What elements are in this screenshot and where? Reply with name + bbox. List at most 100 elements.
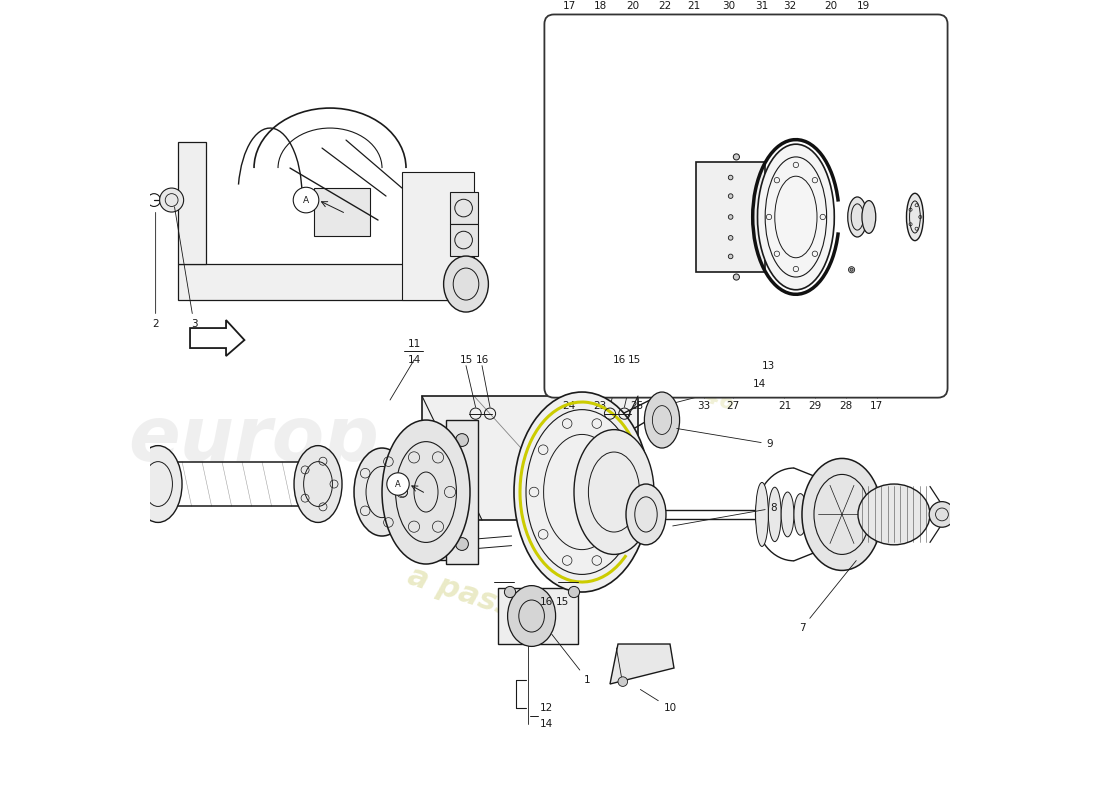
Polygon shape <box>314 188 370 236</box>
Polygon shape <box>178 264 474 300</box>
Circle shape <box>848 266 855 273</box>
Ellipse shape <box>802 458 882 570</box>
Circle shape <box>455 434 469 446</box>
Ellipse shape <box>794 494 806 535</box>
Ellipse shape <box>606 195 620 239</box>
Text: 31: 31 <box>755 2 768 11</box>
Circle shape <box>930 502 955 527</box>
Text: A: A <box>302 195 309 205</box>
Text: since 1946: since 1946 <box>603 354 737 414</box>
Circle shape <box>734 274 739 280</box>
Text: 7: 7 <box>799 561 856 633</box>
Polygon shape <box>450 224 478 256</box>
Ellipse shape <box>848 197 867 237</box>
Circle shape <box>569 586 580 598</box>
Ellipse shape <box>134 446 182 522</box>
Circle shape <box>463 534 475 546</box>
Ellipse shape <box>382 420 470 564</box>
Text: 19: 19 <box>857 2 870 11</box>
Ellipse shape <box>645 392 680 448</box>
Text: 16: 16 <box>475 355 488 365</box>
Text: 29: 29 <box>808 401 822 410</box>
Text: 23: 23 <box>594 401 607 410</box>
Circle shape <box>463 544 475 555</box>
Text: 14: 14 <box>407 355 420 365</box>
Ellipse shape <box>820 484 833 545</box>
Text: 24: 24 <box>563 401 576 410</box>
Circle shape <box>160 188 184 212</box>
Ellipse shape <box>769 487 781 542</box>
Ellipse shape <box>443 256 488 312</box>
Text: 21: 21 <box>778 401 791 410</box>
Text: A: A <box>395 479 400 489</box>
Polygon shape <box>498 588 578 644</box>
Ellipse shape <box>507 586 556 646</box>
Text: 26: 26 <box>661 401 674 410</box>
Polygon shape <box>450 192 478 224</box>
Circle shape <box>850 268 854 271</box>
Ellipse shape <box>514 392 650 592</box>
Text: 12: 12 <box>540 703 553 713</box>
Text: 10: 10 <box>640 690 676 713</box>
Text: 22: 22 <box>659 2 672 11</box>
Polygon shape <box>402 172 474 300</box>
Text: 17: 17 <box>870 401 883 410</box>
Text: 33: 33 <box>697 401 711 410</box>
Text: 9: 9 <box>676 429 773 449</box>
Circle shape <box>455 486 469 498</box>
Text: 2: 2 <box>152 213 158 329</box>
Ellipse shape <box>758 144 834 290</box>
Circle shape <box>728 194 733 198</box>
Text: 18: 18 <box>594 2 607 11</box>
Polygon shape <box>696 162 766 271</box>
Text: 17: 17 <box>563 2 576 11</box>
Text: 15: 15 <box>556 598 569 607</box>
Circle shape <box>734 154 739 160</box>
Text: 3: 3 <box>175 206 197 329</box>
Text: 11: 11 <box>407 339 420 349</box>
Text: 8: 8 <box>673 503 778 526</box>
Text: 1: 1 <box>552 634 591 685</box>
Circle shape <box>728 235 733 240</box>
Ellipse shape <box>756 482 769 546</box>
Circle shape <box>505 586 516 598</box>
Ellipse shape <box>906 194 923 241</box>
Ellipse shape <box>574 430 654 554</box>
Ellipse shape <box>620 191 637 242</box>
Circle shape <box>728 214 733 219</box>
Polygon shape <box>178 142 206 264</box>
Circle shape <box>294 187 319 213</box>
Polygon shape <box>446 420 478 564</box>
Text: 13: 13 <box>762 361 776 370</box>
Text: 15: 15 <box>460 355 473 365</box>
Text: 16: 16 <box>539 598 552 607</box>
Polygon shape <box>190 320 244 356</box>
Ellipse shape <box>636 196 649 238</box>
Text: 20: 20 <box>626 2 639 11</box>
Ellipse shape <box>294 446 342 522</box>
Ellipse shape <box>862 201 876 234</box>
Text: 15: 15 <box>627 355 640 365</box>
Ellipse shape <box>626 484 666 545</box>
FancyBboxPatch shape <box>544 14 947 398</box>
Text: 28: 28 <box>839 401 853 410</box>
Ellipse shape <box>646 199 658 234</box>
Circle shape <box>455 538 469 550</box>
Circle shape <box>387 473 409 495</box>
Text: 14: 14 <box>752 379 766 389</box>
Circle shape <box>728 254 733 258</box>
Ellipse shape <box>806 490 820 538</box>
Text: europ: europ <box>129 403 380 477</box>
Ellipse shape <box>781 492 794 537</box>
Text: 30: 30 <box>722 2 735 11</box>
Text: 27: 27 <box>726 401 739 410</box>
Text: a passion: a passion <box>404 561 568 639</box>
Text: 25: 25 <box>630 401 644 410</box>
Text: 20: 20 <box>824 2 837 11</box>
Circle shape <box>618 677 628 686</box>
Ellipse shape <box>560 190 574 244</box>
Text: 32: 32 <box>783 2 796 11</box>
Text: 14: 14 <box>540 719 553 729</box>
Polygon shape <box>422 396 638 520</box>
Ellipse shape <box>354 448 410 536</box>
